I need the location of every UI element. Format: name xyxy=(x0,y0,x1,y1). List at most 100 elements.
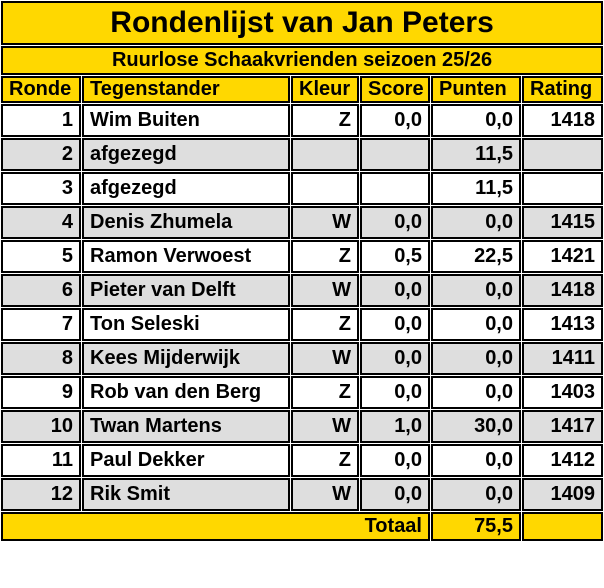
total-rating-cell xyxy=(522,512,604,541)
cell-tegenstander: afgezegd xyxy=(82,172,290,205)
column-header-row: Ronde Tegenstander Kleur Score Punten Ra… xyxy=(1,76,604,103)
title-row: Rondenlijst van Jan Peters xyxy=(1,1,604,45)
cell-tegenstander: Rob van den Berg xyxy=(82,376,290,409)
cell-kleur: W xyxy=(291,478,359,511)
cell-score: 0,5 xyxy=(360,240,430,273)
subtitle-row: Ruurlose Schaakvrienden seizoen 25/26 xyxy=(1,46,604,75)
cell-rating: 1421 xyxy=(522,240,604,273)
column-header-tegenstander: Tegenstander xyxy=(82,76,290,103)
cell-punten: 0,0 xyxy=(431,206,521,239)
cell-tegenstander: Pieter van Delft xyxy=(82,274,290,307)
cell-kleur: Z xyxy=(291,308,359,341)
cell-score: 0,0 xyxy=(360,342,430,375)
cell-tegenstander: Denis Zhumela xyxy=(82,206,290,239)
cell-rating: 1418 xyxy=(522,274,604,307)
cell-score: 0,0 xyxy=(360,308,430,341)
cell-kleur: Z xyxy=(291,444,359,477)
cell-kleur: W xyxy=(291,274,359,307)
cell-ronde: 10 xyxy=(1,410,81,443)
cell-score: 0,0 xyxy=(360,104,430,137)
cell-score: 0,0 xyxy=(360,478,430,511)
cell-score: 0,0 xyxy=(360,206,430,239)
table-row: 5 Ramon Verwoest Z 0,5 22,5 1421 xyxy=(1,240,604,273)
cell-ronde: 2 xyxy=(1,138,81,171)
cell-punten: 0,0 xyxy=(431,376,521,409)
cell-punten: 0,0 xyxy=(431,274,521,307)
table-row: 11 Paul Dekker Z 0,0 0,0 1412 xyxy=(1,444,604,477)
cell-rating: 1417 xyxy=(522,410,604,443)
cell-tegenstander: Paul Dekker xyxy=(82,444,290,477)
cell-kleur: W xyxy=(291,342,359,375)
cell-tegenstander: Rik Smit xyxy=(82,478,290,511)
cell-ronde: 9 xyxy=(1,376,81,409)
cell-ronde: 3 xyxy=(1,172,81,205)
cell-kleur xyxy=(291,138,359,171)
cell-ronde: 7 xyxy=(1,308,81,341)
cell-kleur: Z xyxy=(291,376,359,409)
cell-kleur: W xyxy=(291,410,359,443)
cell-score: 0,0 xyxy=(360,444,430,477)
cell-punten: 0,0 xyxy=(431,104,521,137)
total-label-cell: Totaal xyxy=(1,512,430,541)
cell-kleur: Z xyxy=(291,104,359,137)
cell-ronde: 6 xyxy=(1,274,81,307)
cell-ronde: 11 xyxy=(1,444,81,477)
cell-rating: 1403 xyxy=(522,376,604,409)
cell-score: 0,0 xyxy=(360,376,430,409)
cell-kleur: Z xyxy=(291,240,359,273)
cell-tegenstander: Twan Martens xyxy=(82,410,290,443)
cell-score: 0,0 xyxy=(360,274,430,307)
cell-kleur: W xyxy=(291,206,359,239)
cell-score xyxy=(360,138,430,171)
page-subtitle: Ruurlose Schaakvrienden seizoen 25/26 xyxy=(1,46,604,75)
cell-punten: 11,5 xyxy=(431,172,521,205)
cell-ronde: 4 xyxy=(1,206,81,239)
total-punten-cell: 75,5 xyxy=(431,512,521,541)
table-row: 12 Rik Smit W 0,0 0,0 1409 xyxy=(1,478,604,511)
column-header-score: Score xyxy=(360,76,430,103)
table-row: 9 Rob van den Berg Z 0,0 0,0 1403 xyxy=(1,376,604,409)
table-row: 8 Kees Mijderwijk W 0,0 0,0 1411 xyxy=(1,342,604,375)
cell-punten: 0,0 xyxy=(431,308,521,341)
table-row: 2 afgezegd 11,5 xyxy=(1,138,604,171)
table-body: 1 Wim Buiten Z 0,0 0,0 1418 2 afgezegd 11,5 3 afge… xyxy=(1,104,604,511)
table-row: 3 afgezegd 11,5 xyxy=(1,172,604,205)
cell-score: 1,0 xyxy=(360,410,430,443)
cell-ronde: 1 xyxy=(1,104,81,137)
cell-kleur xyxy=(291,172,359,205)
totals-row: Totaal 75,5 xyxy=(1,512,604,541)
cell-score xyxy=(360,172,430,205)
cell-rating: 1412 xyxy=(522,444,604,477)
cell-ronde: 5 xyxy=(1,240,81,273)
table-row: 4 Denis Zhumela W 0,0 0,0 1415 xyxy=(1,206,604,239)
cell-punten: 0,0 xyxy=(431,342,521,375)
rounds-table: Rondenlijst van Jan Peters Ruurlose Scha… xyxy=(0,0,604,542)
cell-ronde: 8 xyxy=(1,342,81,375)
column-header-ronde: Ronde xyxy=(1,76,81,103)
table-row: 1 Wim Buiten Z 0,0 0,0 1418 xyxy=(1,104,604,137)
cell-punten: 0,0 xyxy=(431,444,521,477)
table-row: 7 Ton Seleski Z 0,0 0,0 1413 xyxy=(1,308,604,341)
cell-punten: 11,5 xyxy=(431,138,521,171)
cell-punten: 22,5 xyxy=(431,240,521,273)
cell-rating: 1413 xyxy=(522,308,604,341)
column-header-rating: Rating xyxy=(522,76,604,103)
cell-rating xyxy=(522,138,604,171)
cell-rating: 1409 xyxy=(522,478,604,511)
table-row: 10 Twan Martens W 1,0 30,0 1417 xyxy=(1,410,604,443)
cell-rating: 1411 xyxy=(522,342,604,375)
cell-tegenstander: Ramon Verwoest xyxy=(82,240,290,273)
column-header-kleur: Kleur xyxy=(291,76,359,103)
page-title: Rondenlijst van Jan Peters xyxy=(1,1,604,45)
cell-ronde: 12 xyxy=(1,478,81,511)
table-row: 6 Pieter van Delft W 0,0 0,0 1418 xyxy=(1,274,604,307)
cell-rating xyxy=(522,172,604,205)
cell-tegenstander: afgezegd xyxy=(82,138,290,171)
cell-rating: 1418 xyxy=(522,104,604,137)
cell-tegenstander: Ton Seleski xyxy=(82,308,290,341)
cell-tegenstander: Kees Mijderwijk xyxy=(82,342,290,375)
cell-rating: 1415 xyxy=(522,206,604,239)
cell-tegenstander: Wim Buiten xyxy=(82,104,290,137)
cell-punten: 30,0 xyxy=(431,410,521,443)
column-header-punten: Punten xyxy=(431,76,521,103)
